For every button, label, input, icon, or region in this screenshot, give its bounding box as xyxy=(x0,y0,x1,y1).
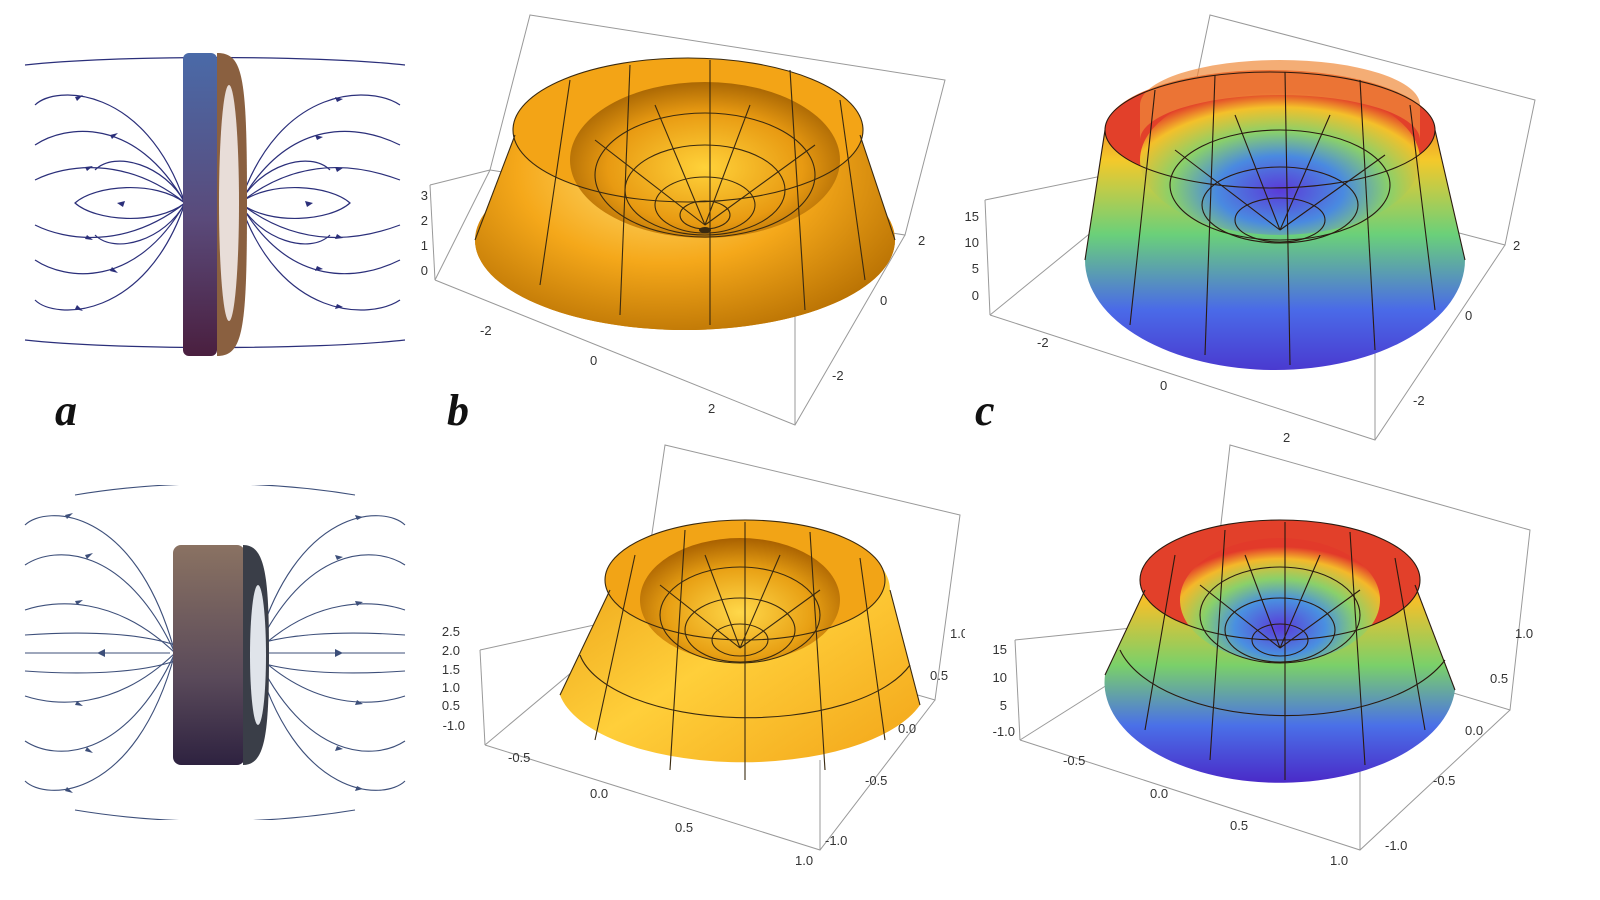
y-tick: 0 xyxy=(880,293,887,308)
y-tick: -0.5 xyxy=(1433,773,1455,788)
y-axis-ticks: 2 0 -2 xyxy=(1413,238,1520,408)
surface-plot-top-c: 0 5 10 15 -2 0 2 2 0 -2 xyxy=(965,14,1536,445)
x-tick: 0 xyxy=(1160,378,1167,393)
x-axis-ticks: -2 0 2 xyxy=(480,323,715,416)
x-tick: 0.5 xyxy=(1230,818,1248,833)
x-tick: -0.5 xyxy=(1063,753,1085,768)
y-tick: 0.5 xyxy=(1490,671,1508,686)
field-lines xyxy=(24,485,406,820)
arrowheads xyxy=(75,95,343,311)
bounding-box xyxy=(429,14,946,426)
surface xyxy=(474,57,896,331)
y-tick: 2 xyxy=(1513,238,1520,253)
z-tick: 2.5 xyxy=(442,624,460,639)
surface-plot-bottom-b: 0.5 1.0 1.5 2.0 2.5 -1.0 -0.5 0.0 0.5 1.… xyxy=(442,444,965,868)
surface xyxy=(1084,60,1466,370)
z-tick: 0 xyxy=(972,288,979,303)
z-tick: 0 xyxy=(421,263,428,278)
z-tick: 5 xyxy=(972,261,979,276)
y-tick: 0.0 xyxy=(1465,723,1483,738)
x-tick: 0.5 xyxy=(675,820,693,835)
y-tick: 0.5 xyxy=(930,668,948,683)
z-tick: 2 xyxy=(421,213,428,228)
x-tick: 1.0 xyxy=(1330,853,1348,868)
x-tick: 0.0 xyxy=(1150,786,1168,801)
y-tick: -2 xyxy=(1413,393,1425,408)
z-axis-ticks: 0 1 2 3 xyxy=(421,188,428,278)
x-tick: -1.0 xyxy=(443,718,465,733)
surface xyxy=(559,519,921,780)
z-tick: 3 xyxy=(421,188,428,203)
y-tick: -1.0 xyxy=(825,833,847,848)
z-tick: 1.5 xyxy=(442,662,460,677)
arrowheads xyxy=(65,513,363,793)
y-tick: -2 xyxy=(832,368,844,383)
surface-plot-bottom-c: 5 10 15 -1.0 -0.5 0.0 0.5 1.0 1.0 0.5 0.… xyxy=(993,444,1533,868)
x-tick: 1.0 xyxy=(795,853,813,868)
z-axis-ticks: 5 10 15 xyxy=(993,642,1007,713)
x-tick: 2 xyxy=(708,401,715,416)
x-tick: -0.5 xyxy=(508,750,530,765)
surface-plot-top-b: 0 1 2 3 -2 0 2 2 0 -2 xyxy=(421,14,946,426)
z-tick: 15 xyxy=(965,209,979,224)
y-tick: -0.5 xyxy=(865,773,887,788)
z-tick: 15 xyxy=(993,642,1007,657)
z-tick: 10 xyxy=(965,235,979,250)
x-tick: -2 xyxy=(1037,335,1049,350)
panel-label-b: b xyxy=(447,386,469,435)
y-tick: 0.0 xyxy=(898,721,916,736)
y-tick: 0 xyxy=(1465,308,1472,323)
y-tick: 1.0 xyxy=(1515,626,1533,641)
y-tick: -1.0 xyxy=(1385,838,1407,853)
z-tick: 1.0 xyxy=(442,680,460,695)
x-tick: 0.0 xyxy=(590,786,608,801)
z-tick: 0.5 xyxy=(442,698,460,713)
z-tick: 5 xyxy=(1000,698,1007,713)
z-axis-ticks: 0.5 1.0 1.5 2.0 2.5 xyxy=(442,624,460,713)
z-tick: 2.0 xyxy=(442,643,460,658)
x-axis-ticks: -0.5 0.0 0.5 1.0 xyxy=(1063,753,1348,868)
x-tick: 2 xyxy=(1283,430,1290,445)
y-axis-ticks: 1.0 0.5 0.0 -0.5 -1.0 xyxy=(825,626,965,848)
x-tick: -2 xyxy=(480,323,492,338)
surface xyxy=(1104,519,1456,783)
panel-label-c: c xyxy=(975,386,995,435)
z-tick: 10 xyxy=(993,670,1007,685)
y-tick: 1.0 xyxy=(950,626,965,641)
field-plot-thick-disk xyxy=(24,485,406,820)
x-tick: -1.0 xyxy=(993,724,1015,739)
x-tick: 0 xyxy=(590,353,597,368)
z-axis-ticks: 0 5 10 15 xyxy=(965,209,979,303)
thin-disk-magnet xyxy=(183,53,247,356)
y-axis-ticks: 1.0 0.5 0.0 -0.5 -1.0 xyxy=(1385,626,1533,853)
z-tick: 1 xyxy=(421,238,428,253)
y-axis-ticks: 2 0 -2 xyxy=(832,233,925,383)
x-axis-ticks: -2 0 2 xyxy=(1037,335,1290,445)
thick-disk-magnet xyxy=(173,545,269,765)
panel-label-a: a xyxy=(55,386,77,435)
x-axis-ticks: -0.5 0.0 0.5 1.0 xyxy=(508,750,813,868)
y-tick: 2 xyxy=(918,233,925,248)
field-plot-thin-disk xyxy=(24,53,406,356)
